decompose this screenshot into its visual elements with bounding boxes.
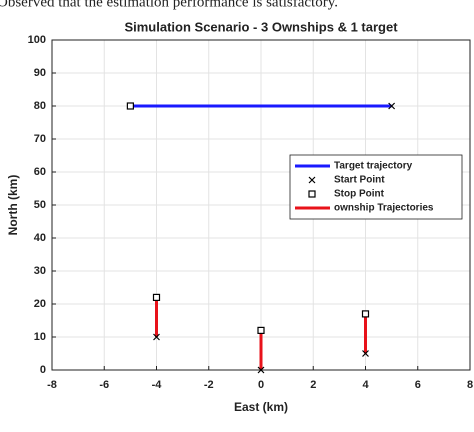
y-tick-label: 100 [28, 34, 46, 46]
x-tick-label: -2 [204, 379, 214, 391]
y-tick-label: 0 [40, 364, 46, 376]
y-tick-label: 80 [34, 100, 46, 112]
y-tick-label: 60 [34, 166, 46, 178]
x-tick-label: 0 [258, 379, 264, 391]
stop-marker [257, 326, 265, 334]
y-tick-label: 90 [34, 67, 46, 79]
start-marker [388, 102, 396, 110]
x-axis-label: East (km) [234, 400, 288, 414]
chart-title: Simulation Scenario - 3 Ownships & 1 tar… [124, 19, 398, 34]
x-tick-label: -4 [152, 379, 163, 391]
y-tick-label: 20 [34, 298, 46, 310]
x-tick-label: 4 [362, 379, 369, 391]
context-text: Observed that the estimation performance… [0, 0, 338, 10]
legend-label: Stop Point [334, 189, 385, 200]
start-marker [153, 333, 160, 341]
y-axis-label: North (km) [6, 175, 20, 236]
x-tick-label: 2 [310, 379, 316, 391]
legend-swatch [308, 190, 316, 198]
legend-label: Target trajectory [334, 161, 413, 172]
trajectory-line [155, 297, 367, 370]
x-tick-label: 8 [467, 379, 473, 391]
legend-label: ownship Trajectories [334, 203, 434, 214]
legend-label: Start Point [334, 175, 385, 186]
x-tick-label: -8 [47, 379, 57, 391]
legend-swatch [308, 176, 316, 184]
start-marker [257, 366, 265, 374]
legend: Target trajectory Start Point Stop Point ow… [289, 154, 463, 220]
stop-marker [152, 293, 161, 301]
x-tick-label: 6 [415, 379, 421, 391]
y-tick-label: 40 [34, 232, 46, 244]
y-tick-label: 70 [34, 133, 46, 145]
stop-marker [126, 102, 134, 110]
y-tick-label: 10 [34, 331, 46, 343]
stop-marker [361, 310, 370, 318]
y-tick-label: 30 [34, 265, 46, 277]
x-tick-label: -6 [99, 379, 109, 391]
start-marker [362, 350, 369, 357]
y-tick-label: 50 [34, 199, 46, 211]
